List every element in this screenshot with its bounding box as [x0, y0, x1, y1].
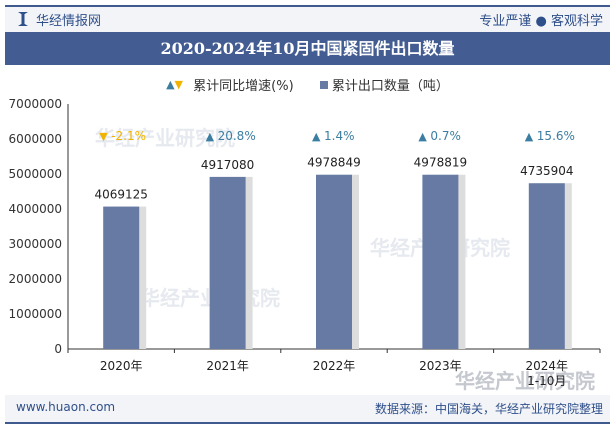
y-tick-label: 7000000: [9, 97, 62, 111]
bar-value-label: 4069125: [94, 188, 147, 202]
legend-bar-swatch-icon: [319, 80, 328, 89]
y-tick-label: 1000000: [9, 307, 62, 321]
logo-icon: [18, 12, 28, 26]
y-tick-label: 0: [54, 342, 62, 356]
legend-growth-label: 累计同比增速(%): [193, 79, 294, 94]
triangle-down-icon: ▼: [99, 130, 108, 143]
bar-value-label: 4978849: [307, 156, 360, 170]
triangle-up-icon: ▲: [525, 130, 534, 143]
triangle-up-icon: ▲: [206, 130, 215, 143]
x-tick-label: 1-10月: [527, 374, 566, 388]
y-tick-label: 6000000: [9, 132, 62, 146]
website-link[interactable]: www.huaon.com: [16, 400, 116, 414]
x-tick-label: 2022年: [313, 359, 356, 373]
brand-name: 华经情报网: [36, 14, 102, 29]
growth-label: 1.4%: [324, 129, 355, 143]
legend-triangle-icon: ▲: [166, 78, 175, 91]
bar: [209, 176, 246, 349]
bar: [528, 183, 565, 349]
footer-bar: [5, 395, 610, 422]
header-bar: [5, 7, 610, 32]
bar-value-label: 4735904: [520, 164, 573, 178]
x-tick-label: 2020年: [100, 359, 143, 373]
chart-title: 2020-2024年10月中国紧固件出口数量: [5, 32, 610, 65]
legend-triangle-down-icon: ▼: [174, 78, 183, 91]
bar: [103, 206, 140, 349]
y-tick-label: 3000000: [9, 237, 62, 251]
data-source: 数据来源：中国海关，华经产业研究院整理: [374, 402, 603, 416]
legend: ▲▼ 累计同比增速(%) 累计出口数量（吨）: [0, 75, 615, 94]
slogan: 专业严谨 ● 客观科学: [479, 14, 603, 29]
x-tick-label: 2023年: [419, 359, 462, 373]
triangle-up-icon: ▲: [312, 130, 321, 143]
top-rule: [5, 5, 610, 7]
growth-label: 15.6%: [537, 129, 575, 143]
x-tick-label: 2021年: [206, 359, 249, 373]
bar: [422, 174, 459, 349]
watermark-text: 华经产业研究院: [95, 126, 235, 150]
x-tick-label: 2024年: [526, 359, 569, 373]
bar-value-label: 4917080: [201, 158, 254, 172]
growth-label: -2.1%: [111, 129, 146, 143]
bar-value-label: 4978819: [414, 156, 467, 170]
triangle-up-icon: ▲: [418, 130, 427, 143]
legend-bar-label: 累计出口数量（吨）: [331, 79, 449, 94]
bar: [316, 174, 352, 349]
y-tick-label: 4000000: [9, 202, 62, 216]
watermark-text: 华经产业研究院: [455, 369, 595, 393]
y-tick-label: 5000000: [9, 167, 62, 181]
y-tick-label: 2000000: [9, 272, 62, 286]
growth-label: 20.8%: [218, 129, 256, 143]
bottom-rule: [5, 422, 610, 424]
growth-label: 0.7%: [430, 129, 461, 143]
